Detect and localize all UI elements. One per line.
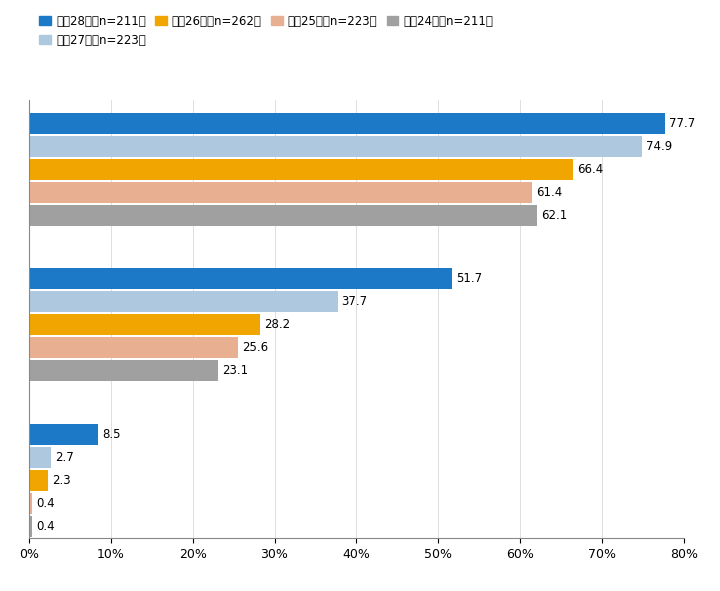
Legend: 平成28年（n=211）, 平成27年（n=223）, 平成26年（n=262）, 平成25年（n=223）, 平成24年（n=211）: 平成28年（n=211）, 平成27年（n=223）, 平成26年（n=262）…: [35, 10, 498, 51]
Text: 25.6: 25.6: [243, 342, 269, 355]
Bar: [29, 447, 51, 468]
Text: 0.4: 0.4: [36, 497, 55, 510]
Text: 37.7: 37.7: [342, 296, 368, 309]
Bar: [29, 205, 537, 226]
Bar: [29, 291, 338, 313]
Bar: [29, 361, 218, 381]
Bar: [29, 337, 238, 358]
Text: 61.4: 61.4: [536, 186, 562, 199]
Bar: [29, 113, 665, 134]
Bar: [29, 493, 32, 514]
Bar: [29, 516, 32, 537]
Text: 28.2: 28.2: [264, 319, 290, 332]
Text: 0.4: 0.4: [36, 520, 55, 533]
Bar: [29, 136, 642, 157]
Bar: [29, 182, 531, 203]
Text: 66.4: 66.4: [577, 163, 603, 176]
Text: 23.1: 23.1: [222, 364, 248, 377]
Text: 74.9: 74.9: [647, 140, 672, 153]
Text: 8.5: 8.5: [102, 428, 121, 441]
Bar: [29, 159, 572, 180]
Bar: [29, 268, 452, 290]
Text: 2.7: 2.7: [55, 451, 73, 464]
Text: 77.7: 77.7: [670, 117, 696, 130]
Bar: [29, 424, 99, 445]
Bar: [29, 314, 260, 336]
Text: 62.1: 62.1: [541, 209, 568, 222]
Text: 2.3: 2.3: [52, 474, 71, 487]
Text: 51.7: 51.7: [456, 272, 482, 285]
Bar: [29, 470, 48, 491]
